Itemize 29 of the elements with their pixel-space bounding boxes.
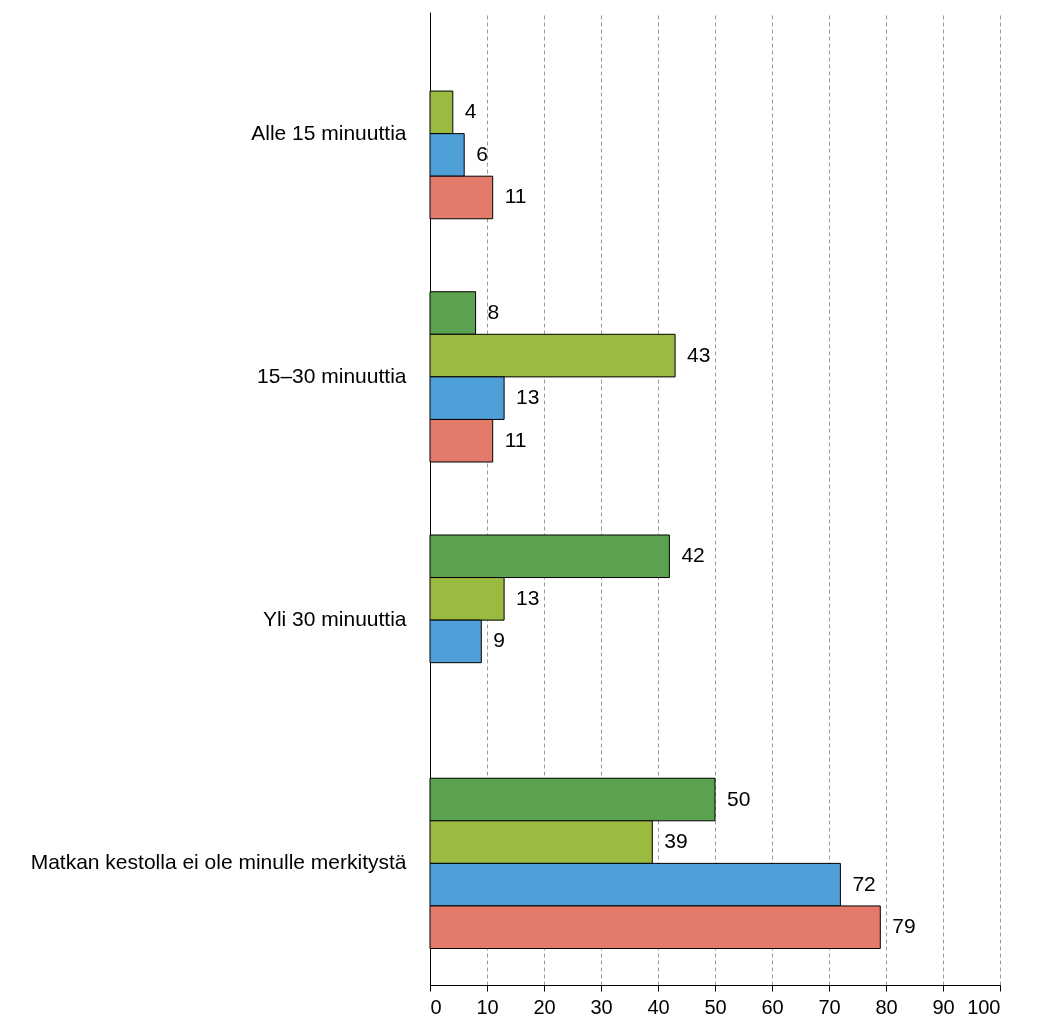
data-label: 8 [487, 300, 500, 324]
y-tick-label: Alle 15 minuuttia [251, 120, 407, 144]
data-label: 72 [852, 871, 876, 895]
x-tick-label: 40 [647, 995, 670, 1018]
data-label: 13 [516, 585, 540, 609]
data-label: 4 [464, 99, 477, 123]
y-tick-label: Matkan kestolla ei ole minulle merkitystä [30, 850, 407, 874]
data-label: 39 [664, 829, 688, 853]
data-label: 11 [504, 184, 527, 208]
x-tick-label: 60 [761, 995, 784, 1018]
x-tick-label: 90 [932, 995, 955, 1018]
data-label: 79 [892, 914, 916, 938]
x-tick-label: 70 [818, 995, 841, 1018]
x-tick-label: 20 [533, 995, 556, 1018]
data-label: 13 [516, 385, 540, 409]
data-label: 6 [476, 141, 488, 165]
data-label: 50 [727, 786, 751, 810]
x-tick-label: 10 [476, 995, 499, 1018]
x-tick-label: 80 [875, 995, 898, 1018]
x-tick-label: 0 [430, 995, 442, 1018]
y-tick-label: Yli 30 minuuttia [262, 607, 407, 631]
data-label: 9 [493, 628, 505, 652]
y-tick-label: 15–30 minuuttia [257, 363, 407, 387]
x-tick-label: 30 [590, 995, 613, 1018]
x-tick-label: 100 [967, 995, 1001, 1018]
data-label: 42 [681, 543, 705, 567]
data-label: 43 [687, 342, 711, 366]
data-label: 11 [504, 427, 527, 451]
x-tick-label: 50 [704, 995, 727, 1018]
